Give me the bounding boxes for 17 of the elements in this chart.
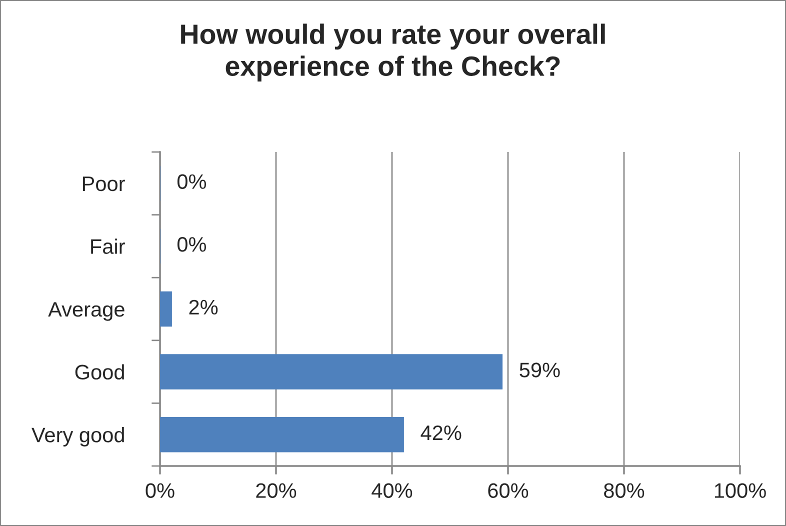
data-label: 42% [420,425,462,440]
y-tick-label: Good [75,364,124,380]
y-tick-label: Poor [82,176,125,192]
x-tick-label: 60% [488,483,528,498]
chart-title: How would you rate your overall experience of the Check? [181,24,605,82]
data-label: 0% [177,174,206,189]
data-label: 2% [189,300,218,315]
data-label: 59% [520,362,560,378]
x-tick-label: 20% [256,483,296,498]
x-tick-label: 100% [714,483,766,498]
x-tick-label: 0% [146,483,174,498]
x-tick-label: 40% [372,483,412,498]
y-tick-label: Average [48,302,124,321]
y-tick-label: Fair [91,238,125,254]
data-label: 0% [177,237,206,252]
x-tick-label: 80% [604,483,644,498]
y-tick-label: Very good [32,427,124,446]
